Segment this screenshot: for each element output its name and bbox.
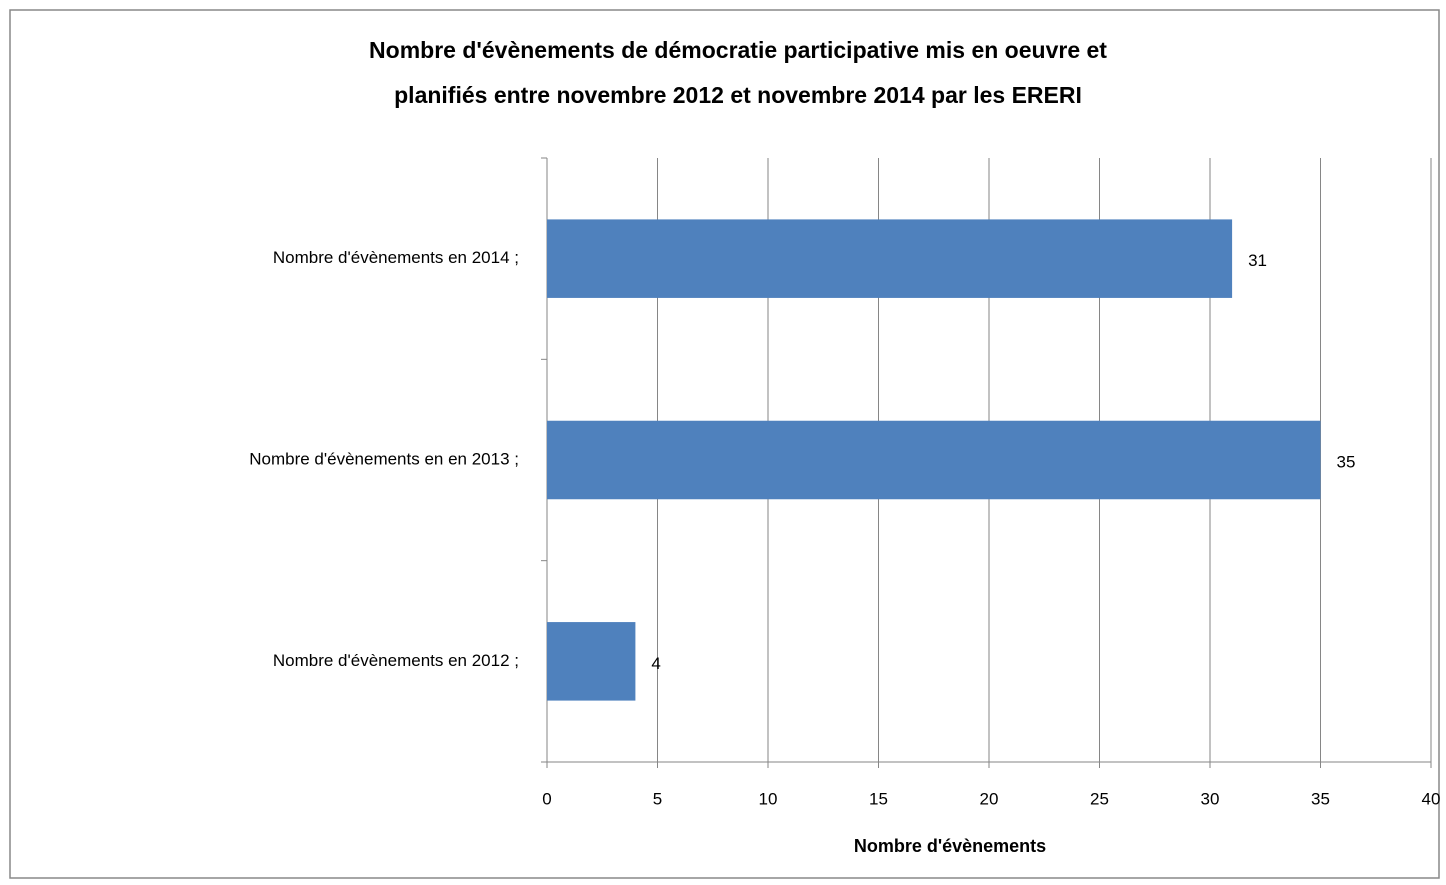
data-label: 35 bbox=[1337, 452, 1356, 471]
x-tick-label: 25 bbox=[1090, 789, 1109, 808]
data-label: 4 bbox=[651, 654, 660, 673]
bar bbox=[547, 219, 1233, 298]
x-tick-label: 30 bbox=[1201, 789, 1220, 808]
x-tick-label: 20 bbox=[980, 789, 999, 808]
x-axis-label: Nombre d'évènements bbox=[854, 836, 1046, 856]
chart-title: Nombre d'évènements de démocratie partic… bbox=[369, 37, 1107, 63]
bar bbox=[547, 622, 636, 701]
x-tick-label: 0 bbox=[542, 789, 551, 808]
data-label: 31 bbox=[1248, 251, 1267, 270]
y-tick-label: Nombre d'évènements en 2014 ; bbox=[273, 248, 519, 267]
bar bbox=[547, 420, 1321, 500]
x-tick-label: 10 bbox=[759, 789, 778, 808]
chart-title: planifiés entre novembre 2012 et novembr… bbox=[394, 82, 1082, 108]
y-tick-label: Nombre d'évènements en en 2013 ; bbox=[249, 449, 519, 468]
x-tick-label: 5 bbox=[653, 789, 662, 808]
x-tick-label: 40 bbox=[1422, 789, 1441, 808]
x-tick-label: 35 bbox=[1311, 789, 1330, 808]
y-tick-label: Nombre d'évènements en 2012 ; bbox=[273, 651, 519, 670]
x-tick-label: 15 bbox=[869, 789, 888, 808]
